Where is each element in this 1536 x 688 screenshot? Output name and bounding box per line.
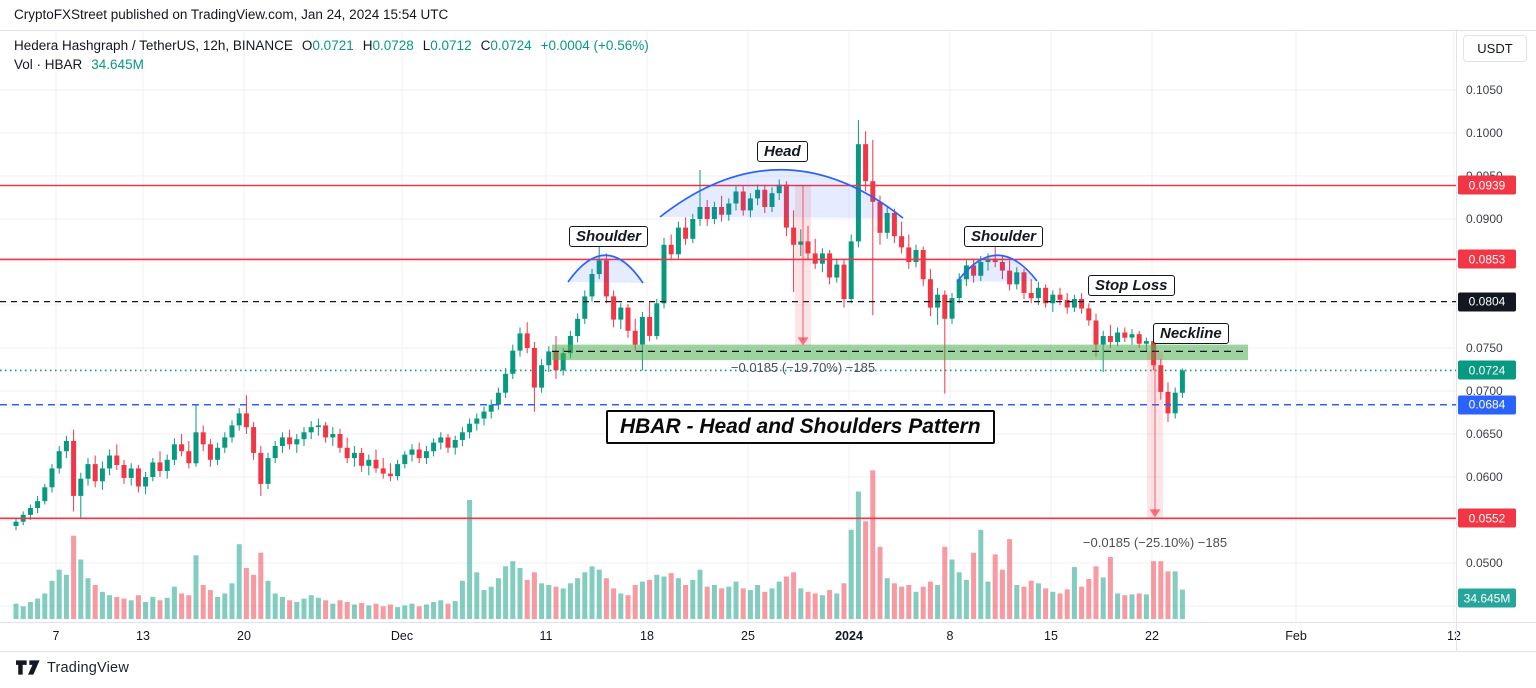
high-value: 0.0728	[372, 38, 414, 53]
time-tick-18: 18	[640, 629, 654, 643]
low-value: 0.0712	[430, 38, 472, 53]
time-tick-2024: 2024	[835, 629, 863, 643]
time-tick-20: 20	[237, 629, 251, 643]
time-tick-15: 15	[1044, 629, 1058, 643]
measure-target-label: −0.0185 (−25.10%) −185	[1082, 535, 1228, 550]
time-axis-separator-bottom	[0, 651, 1536, 652]
volume-value: 34.645M	[91, 57, 144, 72]
publish-text: CryptoFXStreet published on TradingView.…	[14, 7, 449, 22]
symbol-title: Hedera Hashgraph / TetherUS, 12h, BINANC…	[14, 38, 293, 53]
tradingview-brand-text: TradingView	[47, 659, 129, 676]
price-tick-0.0900: 0.0900	[1466, 212, 1503, 226]
change-value: +0.0004 (+0.56%)	[540, 38, 649, 53]
label-stop-loss[interactable]: Stop Loss	[1088, 275, 1175, 296]
measure-head-label: −0.0185 (−19.70%) −185	[730, 360, 876, 375]
price-badge-0.0939: 0.0939	[1458, 175, 1516, 195]
price-tick-0.0700: 0.0700	[1466, 384, 1503, 398]
price-badge-0.0684: 0.0684	[1458, 395, 1516, 415]
price-tick-0.1000: 0.1000	[1466, 126, 1503, 140]
tradingview-logo[interactable]: TradingView	[16, 659, 129, 676]
publish-bar: CryptoFXStreet published on TradingView.…	[0, 0, 1536, 30]
price-badge-0.0552: 0.0552	[1458, 508, 1516, 528]
time-axis-separator-top	[0, 622, 1536, 623]
time-tick-25: 25	[741, 629, 755, 643]
time-axis[interactable]: 7 13 20 Dec 11 18 25 2024 8 15 22 Feb 12	[0, 622, 1536, 651]
price-axis-separator	[1456, 30, 1457, 651]
tradingview-logo-icon	[16, 659, 40, 676]
open-key: O	[301, 38, 313, 53]
open-value: 0.0721	[312, 38, 354, 53]
time-tick-12: 12	[1447, 629, 1461, 643]
time-tick-7: 7	[52, 629, 60, 643]
time-tick-22: 22	[1145, 629, 1159, 643]
legend-row-ohlc: Hedera Hashgraph / TetherUS, 12h, BINANC…	[14, 36, 649, 55]
price-tick-0.0500: 0.0500	[1466, 556, 1503, 570]
price-tick-0.0750: 0.0750	[1466, 341, 1503, 355]
price-badge-0.0724: 0.0724	[1458, 360, 1516, 380]
time-tick-Dec: Dec	[390, 629, 414, 643]
volume-label: Vol · HBAR	[14, 57, 83, 72]
time-tick-Feb: Feb	[1285, 629, 1307, 643]
volume-badge: 34.645M	[1458, 588, 1516, 608]
chart-canvas[interactable]	[0, 0, 1456, 622]
price-tick-0.0650: 0.0650	[1466, 427, 1503, 441]
time-tick-13: 13	[136, 629, 150, 643]
close-value: 0.0724	[490, 38, 532, 53]
label-head[interactable]: Head	[757, 141, 808, 162]
time-tick-8: 8	[946, 629, 954, 643]
price-badge-0.0853: 0.0853	[1458, 249, 1516, 269]
label-pattern-title[interactable]: HBAR - Head and Shoulders Pattern	[606, 410, 995, 444]
symbol-legend: Hedera Hashgraph / TetherUS, 12h, BINANC…	[14, 36, 649, 74]
label-shoulder-right[interactable]: Shoulder	[964, 226, 1044, 247]
top-separator	[0, 30, 1536, 31]
footer: TradingView	[0, 651, 1536, 688]
price-tick-0.0600: 0.0600	[1466, 470, 1503, 484]
price-badge-0.0804: 0.0804	[1458, 292, 1516, 312]
high-key: H	[362, 38, 373, 53]
label-neckline[interactable]: Neckline	[1153, 323, 1229, 344]
legend-row-volume: Vol · HBAR 34.645M	[14, 55, 649, 74]
label-shoulder-left[interactable]: Shoulder	[569, 226, 649, 247]
price-tick-0.1050: 0.1050	[1466, 83, 1503, 97]
low-key: L	[422, 38, 431, 53]
time-tick-11: 11	[539, 629, 553, 643]
currency-button[interactable]: USDT	[1463, 35, 1527, 62]
price-axis[interactable]: USDT 0.10500.10000.09500.09000.07500.070…	[1456, 30, 1536, 651]
close-key: C	[480, 38, 491, 53]
